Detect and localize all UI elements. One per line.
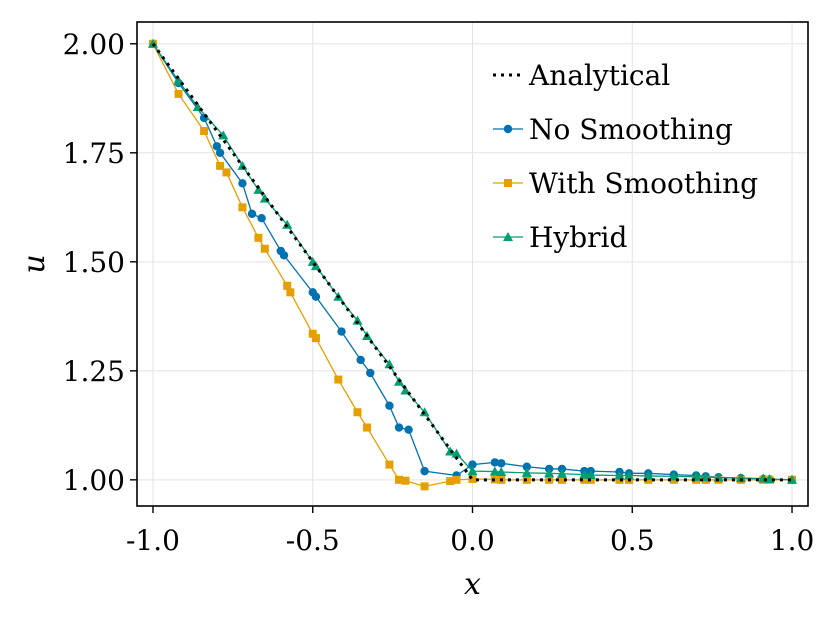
- data-point-with-smoothing: [216, 161, 225, 170]
- data-point-with-smoothing: [200, 127, 209, 136]
- data-point-no-smoothing: [212, 142, 222, 151]
- data-point-hybrid: [173, 75, 184, 85]
- series-line-analytical: [151, 42, 793, 482]
- series-layer: [147, 38, 798, 491]
- x-tick-label: -1.0: [126, 524, 180, 557]
- data-point-no-smoothing: [468, 460, 477, 469]
- data-point-with-smoothing: [395, 475, 404, 484]
- data-point-no-smoothing: [366, 368, 375, 378]
- x-axis-title: x: [464, 567, 481, 602]
- data-point-hybrid: [253, 184, 264, 194]
- data-point-with-smoothing: [308, 329, 317, 338]
- data-point-hybrid: [556, 468, 567, 478]
- data-point-hybrid: [467, 466, 478, 476]
- legend-item-with-smoothing: With Smoothing: [493, 167, 758, 200]
- data-point-no-smoothing: [311, 292, 321, 301]
- x-tick-label: -0.5: [286, 524, 340, 557]
- data-point-no-smoothing: [385, 401, 394, 410]
- data-point-hybrid: [585, 470, 596, 480]
- y-tick-label: 1.75: [63, 137, 125, 170]
- data-point-with-smoothing: [363, 423, 372, 432]
- data-point-hybrid: [310, 261, 321, 271]
- data-point-with-smoothing: [311, 334, 320, 343]
- data-point-with-smoothing: [446, 477, 455, 486]
- data-point-no-smoothing: [394, 423, 404, 432]
- data-point-with-smoothing: [283, 281, 292, 290]
- data-point-no-smoothing: [420, 466, 429, 476]
- data-point-hybrid: [384, 359, 395, 369]
- legend-marker-with-smoothing: [504, 179, 512, 187]
- legend-item-analytical: Analytical: [493, 59, 670, 92]
- data-point-no-smoothing: [356, 355, 365, 365]
- data-point-hybrid: [735, 473, 746, 483]
- data-point-with-smoothing: [260, 244, 269, 253]
- data-point-hybrid: [400, 385, 411, 395]
- data-point-with-smoothing: [334, 375, 343, 384]
- x-tick-label: 0.0: [450, 524, 495, 557]
- data-point-hybrid: [668, 471, 679, 481]
- data-point-hybrid: [521, 467, 532, 477]
- data-point-no-smoothing: [490, 458, 500, 467]
- y-tick-label: 2.00: [63, 28, 125, 61]
- series-line-hybrid: [152, 43, 793, 481]
- data-point-hybrid: [624, 470, 635, 480]
- data-point-hybrid: [496, 466, 507, 476]
- legend: Analytical No Smoothing With Smoothing Hybr…: [493, 59, 758, 254]
- legend-label-analytical: Analytical: [528, 59, 670, 92]
- data-point-with-smoothing: [557, 475, 566, 484]
- data-point-with-smoothing: [401, 476, 410, 485]
- legend-item-no-smoothing: No Smoothing: [493, 113, 733, 146]
- legend-marker-no-smoothing: [503, 124, 513, 134]
- data-point-no-smoothing: [257, 214, 266, 223]
- data-point-with-smoothing: [420, 482, 429, 491]
- data-point-no-smoothing: [522, 462, 532, 471]
- y-axis: 1.00 1.25 1.50 1.75 2.00: [63, 28, 137, 497]
- data-point-no-smoothing: [247, 209, 257, 219]
- series-analytical: [151, 42, 793, 482]
- data-point-hybrid: [787, 474, 798, 484]
- data-point-with-smoothing: [468, 474, 477, 483]
- data-point-hybrid: [282, 219, 293, 229]
- data-point-with-smoothing: [238, 203, 247, 212]
- data-point-with-smoothing: [222, 168, 231, 177]
- data-point-hybrid: [419, 407, 430, 417]
- data-point-no-smoothing: [404, 425, 413, 434]
- legend-marker-hybrid: [503, 232, 513, 241]
- data-point-no-smoothing: [497, 459, 506, 468]
- data-point-no-smoothing: [215, 148, 225, 158]
- x-axis: -1.0 -0.5 0.0 0.5 1.0: [126, 506, 814, 557]
- legend-item-hybrid: Hybrid: [493, 221, 628, 254]
- data-point-no-smoothing: [337, 327, 346, 336]
- legend-label-no-smoothing: No Smoothing: [529, 113, 733, 146]
- data-point-hybrid: [352, 315, 363, 325]
- data-point-hybrid: [643, 470, 654, 480]
- data-point-with-smoothing: [452, 475, 461, 484]
- data-point-with-smoothing: [286, 288, 295, 297]
- y-axis-title: u: [17, 254, 52, 273]
- series-hybrid: [147, 38, 798, 484]
- data-point-with-smoothing: [385, 460, 394, 469]
- data-point-hybrid: [218, 130, 229, 140]
- data-point-hybrid: [544, 468, 555, 478]
- data-point-hybrid: [579, 469, 590, 479]
- legend-label-hybrid: Hybrid: [529, 221, 628, 254]
- x-tick-label: 1.0: [770, 524, 815, 557]
- data-point-with-smoothing: [580, 475, 589, 484]
- x-tick-label: 0.5: [610, 524, 655, 557]
- data-point-with-smoothing: [353, 408, 362, 417]
- data-point-with-smoothing: [615, 475, 624, 484]
- data-point-hybrid: [451, 448, 462, 458]
- legend-label-with-smoothing: With Smoothing: [529, 167, 758, 200]
- data-point-hybrid: [614, 470, 625, 480]
- data-point-no-smoothing: [279, 251, 289, 260]
- y-tick-label: 1.50: [63, 246, 125, 279]
- data-point-with-smoothing: [174, 89, 183, 98]
- data-point-hybrid: [489, 466, 500, 476]
- y-tick-label: 1.25: [63, 355, 125, 388]
- data-point-with-smoothing: [254, 233, 263, 242]
- data-point-no-smoothing: [238, 179, 247, 188]
- y-tick-label: 1.00: [63, 464, 125, 497]
